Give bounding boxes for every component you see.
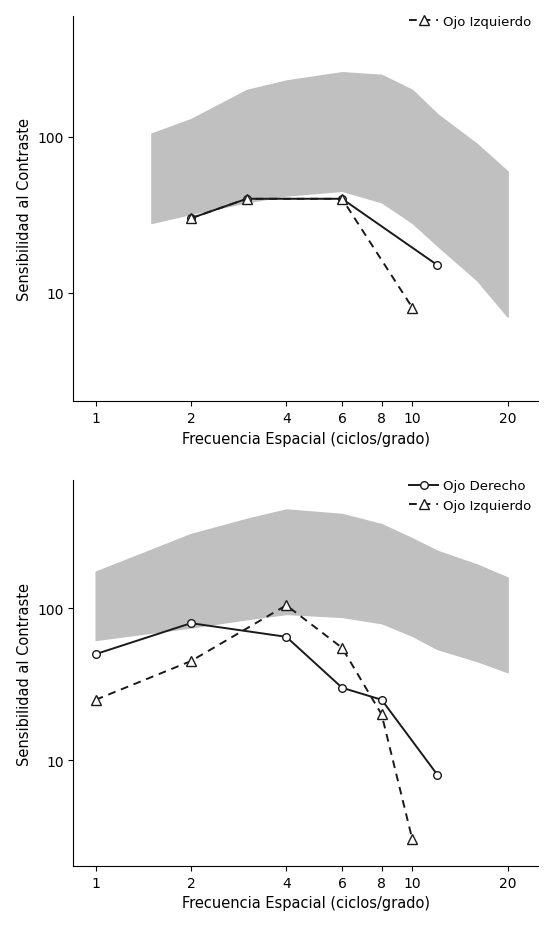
Ojo Derecho bbox=[188, 618, 194, 629]
Line: Ojo Izquierdo: Ojo Izquierdo bbox=[186, 195, 417, 312]
Ojo Izquierdo bbox=[409, 834, 416, 845]
Y-axis label: Sensibilidad al Contraste: Sensibilidad al Contraste bbox=[17, 118, 32, 300]
Ojo Izquierdo bbox=[339, 194, 345, 205]
X-axis label: Frecuencia Espacial (ciclos/grado): Frecuencia Espacial (ciclos/grado) bbox=[182, 431, 430, 446]
Line: Ojo Derecho: Ojo Derecho bbox=[92, 619, 441, 779]
Ojo Izquierdo bbox=[339, 642, 345, 654]
Ojo Izquierdo bbox=[283, 600, 290, 611]
Ojo Derecho bbox=[379, 694, 385, 705]
Ojo Izquierdo bbox=[92, 694, 99, 705]
Legend: Ojo Derecho, Ojo Izquierdo: Ojo Derecho, Ojo Izquierdo bbox=[409, 480, 532, 513]
Y-axis label: Sensibilidad al Contraste: Sensibilidad al Contraste bbox=[17, 582, 32, 765]
X-axis label: Frecuencia Espacial (ciclos/grado): Frecuencia Espacial (ciclos/grado) bbox=[182, 895, 430, 910]
Ojo Izquierdo bbox=[379, 709, 385, 720]
Ojo Izquierdo bbox=[409, 303, 416, 314]
Legend: Ojo Izquierdo: Ojo Izquierdo bbox=[409, 16, 532, 29]
Ojo Derecho bbox=[339, 682, 345, 693]
Ojo Derecho bbox=[92, 649, 99, 660]
Ojo Derecho bbox=[434, 769, 441, 781]
Line: Ojo Izquierdo: Ojo Izquierdo bbox=[91, 601, 417, 844]
Ojo Izquierdo bbox=[188, 213, 194, 224]
Ojo Izquierdo bbox=[188, 655, 194, 667]
Ojo Izquierdo bbox=[244, 194, 250, 205]
Ojo Derecho bbox=[283, 631, 290, 642]
